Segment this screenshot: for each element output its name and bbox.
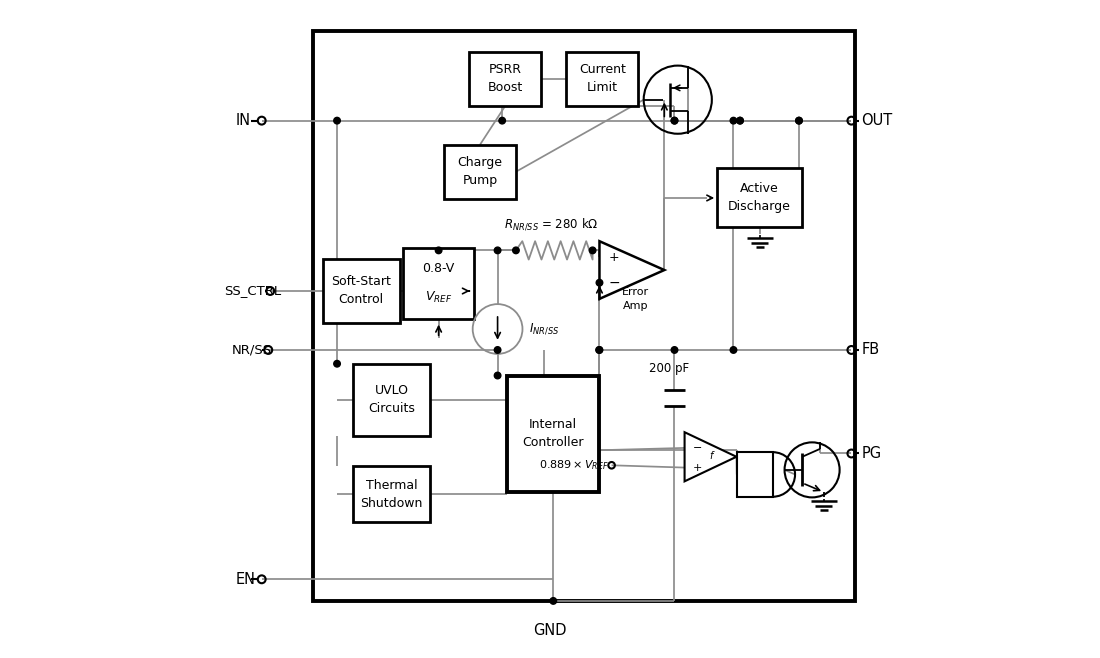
Text: Error
Amp: Error Amp (621, 288, 649, 311)
Text: Active
Discharge: Active Discharge (728, 182, 791, 213)
Circle shape (513, 247, 519, 253)
FancyBboxPatch shape (470, 52, 541, 105)
Text: GND: GND (534, 623, 566, 638)
Text: PG: PG (861, 446, 881, 461)
Circle shape (494, 372, 501, 379)
Circle shape (671, 347, 678, 353)
Text: $0.889\times V_{REF}$: $0.889\times V_{REF}$ (539, 459, 609, 472)
Circle shape (590, 247, 596, 253)
Text: IN: IN (235, 113, 251, 128)
Circle shape (494, 347, 501, 353)
FancyBboxPatch shape (404, 248, 474, 318)
Text: −: − (693, 443, 702, 453)
Text: Soft-Start
Control: Soft-Start Control (331, 276, 392, 307)
Text: FB: FB (861, 342, 879, 357)
Text: 0.8-V: 0.8-V (422, 263, 454, 275)
Text: Thermal
Shutdown: Thermal Shutdown (360, 478, 422, 509)
Circle shape (671, 117, 678, 124)
Text: +: + (609, 251, 619, 264)
FancyBboxPatch shape (353, 467, 430, 522)
Text: EN: EN (235, 572, 255, 587)
Text: UVLO
Circuits: UVLO Circuits (368, 384, 415, 415)
FancyBboxPatch shape (566, 52, 638, 105)
Polygon shape (684, 432, 737, 482)
Circle shape (671, 117, 678, 124)
Text: $\mathit{f}$: $\mathit{f}$ (708, 449, 715, 461)
Circle shape (795, 117, 802, 124)
Circle shape (730, 347, 737, 353)
Text: Current
Limit: Current Limit (579, 63, 626, 94)
Circle shape (596, 347, 603, 353)
Text: −: − (608, 276, 620, 290)
Text: $I_{NR/SS}$: $I_{NR/SS}$ (529, 322, 559, 336)
FancyBboxPatch shape (507, 376, 600, 492)
Circle shape (737, 117, 744, 124)
FancyBboxPatch shape (312, 31, 856, 601)
FancyBboxPatch shape (353, 364, 430, 436)
Circle shape (795, 117, 802, 124)
Text: $R_{NR/SS}$ = 280 k$\Omega$: $R_{NR/SS}$ = 280 k$\Omega$ (504, 216, 598, 232)
Circle shape (494, 247, 501, 253)
Circle shape (596, 347, 603, 353)
Text: PSRR
Boost: PSRR Boost (487, 63, 524, 94)
Text: Internal
Controller: Internal Controller (522, 418, 584, 449)
FancyBboxPatch shape (717, 168, 802, 228)
Text: Charge
Pump: Charge Pump (458, 156, 503, 188)
FancyBboxPatch shape (322, 259, 400, 323)
FancyBboxPatch shape (737, 452, 773, 497)
Circle shape (550, 597, 557, 604)
Text: NR/SS: NR/SS (232, 343, 272, 357)
Text: SS_CTRL: SS_CTRL (223, 284, 280, 297)
Circle shape (730, 117, 737, 124)
Polygon shape (600, 241, 664, 299)
Text: +: + (693, 463, 702, 472)
Circle shape (596, 280, 603, 286)
Text: 200 pF: 200 pF (649, 362, 690, 375)
Text: $V_{REF}$: $V_{REF}$ (425, 290, 452, 305)
Circle shape (333, 117, 340, 124)
Circle shape (333, 361, 340, 367)
Circle shape (436, 247, 442, 253)
Circle shape (499, 117, 505, 124)
FancyBboxPatch shape (444, 145, 516, 199)
Circle shape (737, 117, 744, 124)
Text: OUT: OUT (861, 113, 892, 128)
